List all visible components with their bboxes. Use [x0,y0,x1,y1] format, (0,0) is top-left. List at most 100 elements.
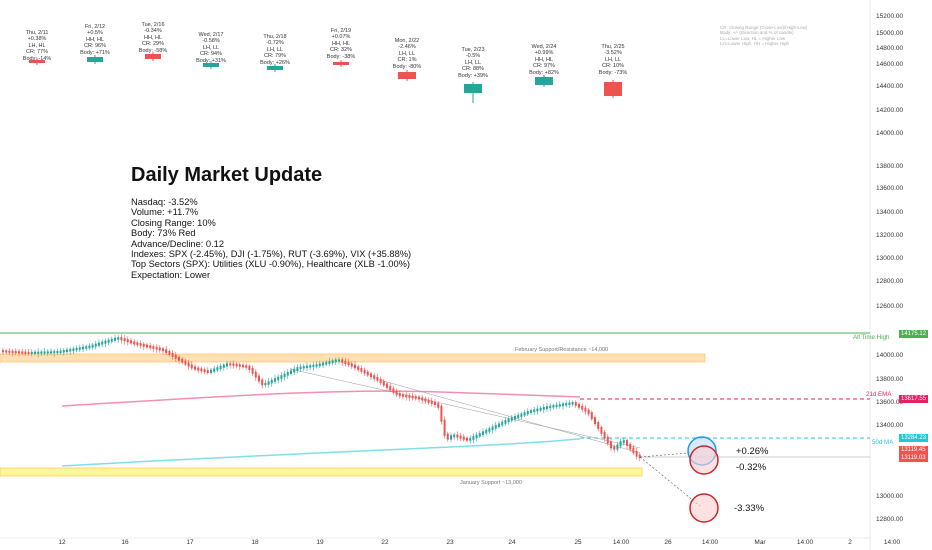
intraday-candle-body [584,407,587,412]
intraday-candle-body [539,407,542,411]
y-tick-label: 13000.00 [876,255,904,262]
intraday-candle-body [210,369,212,373]
daily-card-line: Wed, 2/17 [198,32,224,38]
y-tick-label: 15000.00 [876,30,904,37]
daily-card-line: Body: -38% [326,53,356,60]
y-tick-label: 13800.00 [876,163,904,170]
intraday-candle-body [379,378,382,384]
price-tag-ma50: 13284.23 [899,434,929,442]
zone-label-january: January Support ~13,000 [460,480,522,486]
intraday-candle-body [72,348,75,351]
y-tick-label: 15200.00 [876,13,904,20]
intraday-candle-body [405,394,408,398]
daily-card-line: -2.46% [398,44,416,51]
intraday-candle-body [485,429,488,434]
daily-card-line: Body: +82% [529,69,559,76]
intraday-candle-body [370,373,372,378]
intraday-candle-body [139,343,142,346]
x-tick-label: 23 [446,539,454,546]
intraday-candle-body [101,341,104,345]
intraday-candle-body [21,351,24,354]
intraday-candle-body [373,375,376,379]
intraday-candle-body [594,417,596,425]
intraday-candle-body [325,361,328,365]
intraday-candle-body [283,373,286,378]
intraday-candle-body [274,378,276,382]
intraday-candle-body [616,444,619,450]
daily-card-line: CR: 77% [25,49,48,56]
intraday-candle-body [574,402,577,406]
x-tick-label: 14:00 [701,539,719,546]
daily-card-line: HH, HL [85,36,105,43]
intraday-candle-body [40,351,43,354]
intraday-candle-body [549,405,552,409]
daily-card: Mon, 2/22 -2.46% LH, LL CR: 1% Body: -80% [372,38,442,70]
intraday-candle-body [315,364,318,367]
y-tick-label: 13800.00 [876,376,904,383]
daily-card-line: Body: -14% [22,55,52,62]
price-tag-close: 13119.03 [899,454,928,462]
intraday-candle-body [306,365,308,369]
daily-card: Fri, 2/12 +0.5% HH, HL CR: 96% Body: +71% [60,24,130,56]
daily-card-line: LH, LL [464,59,482,66]
intraday-candle-body [558,404,561,407]
intraday-candle-body [120,337,123,341]
ema-21-curve [61,390,581,407]
intraday-candle-body [142,343,145,347]
summary-top-sectors: Top Sectors (SPX): Utilities (XLU -0.90%… [131,259,411,270]
price-tag-ema: 13617.55 [899,395,929,403]
trend-line-2 [379,379,641,454]
intraday-candle-body [578,403,580,408]
y-tick-label: 13600.00 [876,185,904,192]
daily-card-line: CR: 94% [199,51,222,58]
intraday-candle-body [146,344,148,348]
daily-candle-body [398,72,416,79]
intraday-candle-body [158,347,161,351]
intraday-candle-body [8,350,11,353]
intraday-candle-body [248,365,251,370]
x-tick-label: 26 [664,539,672,546]
level-name-ma50: 50d MA [872,439,894,446]
intraday-candle-body [251,367,254,374]
daily-card-line: -0.72% [266,40,284,47]
intraday-candle-body [440,405,443,422]
intraday-candle-body [523,412,526,416]
intraday-candle-body [411,395,414,399]
intraday-candle-body [331,360,334,364]
intraday-candle-body [270,379,273,384]
daily-card-line: HH, HL [534,56,554,63]
price-tag-last: 13119.45 [899,446,928,454]
intraday-candle-body [78,347,81,350]
intraday-candle-body [53,351,56,354]
intraday-candle-body [600,426,603,434]
intraday-candle-body [517,414,520,419]
daily-candle-body [604,82,622,96]
intraday-candle-body [472,436,475,440]
daily-card: Tue, 2/23 -0.5% LH, LL CR: 88% Body: +39% [438,47,508,79]
intraday-candle-body [107,339,110,343]
intraday-candle-body [222,364,225,368]
intraday-candles [2,333,641,461]
legend-note: CR: Closing Range (Close-Low)/(High-Low)… [720,25,850,47]
trend-line-1 [289,368,641,449]
intraday-candle-body [408,395,411,398]
intraday-candle-body [632,447,635,454]
daily-card-line: LH, LL [604,56,622,63]
intraday-candle-body [91,344,94,348]
daily-candle-body [145,54,161,59]
intraday-candle-body [622,440,625,444]
daily-card-line: CR: 29% [141,41,164,48]
daily-card-line: Tue, 2/23 [461,47,485,53]
chart-title: Daily Market Update [131,164,323,186]
daily-card-line: Thu, 2/11 [25,30,49,36]
daily-candle-body [333,62,349,65]
intraday-candle-body [552,405,555,408]
intraday-candle-body [565,403,568,406]
intraday-candle-body [530,410,532,413]
y-tick-label: 14200.00 [876,107,904,114]
intraday-candle-body [88,345,91,349]
daily-card-line: Wed, 2/24 [531,44,557,50]
legend-note-line: CR: Closing Range (Close-Low)/(High-Low) [720,25,808,30]
intraday-candle-body [37,351,40,354]
